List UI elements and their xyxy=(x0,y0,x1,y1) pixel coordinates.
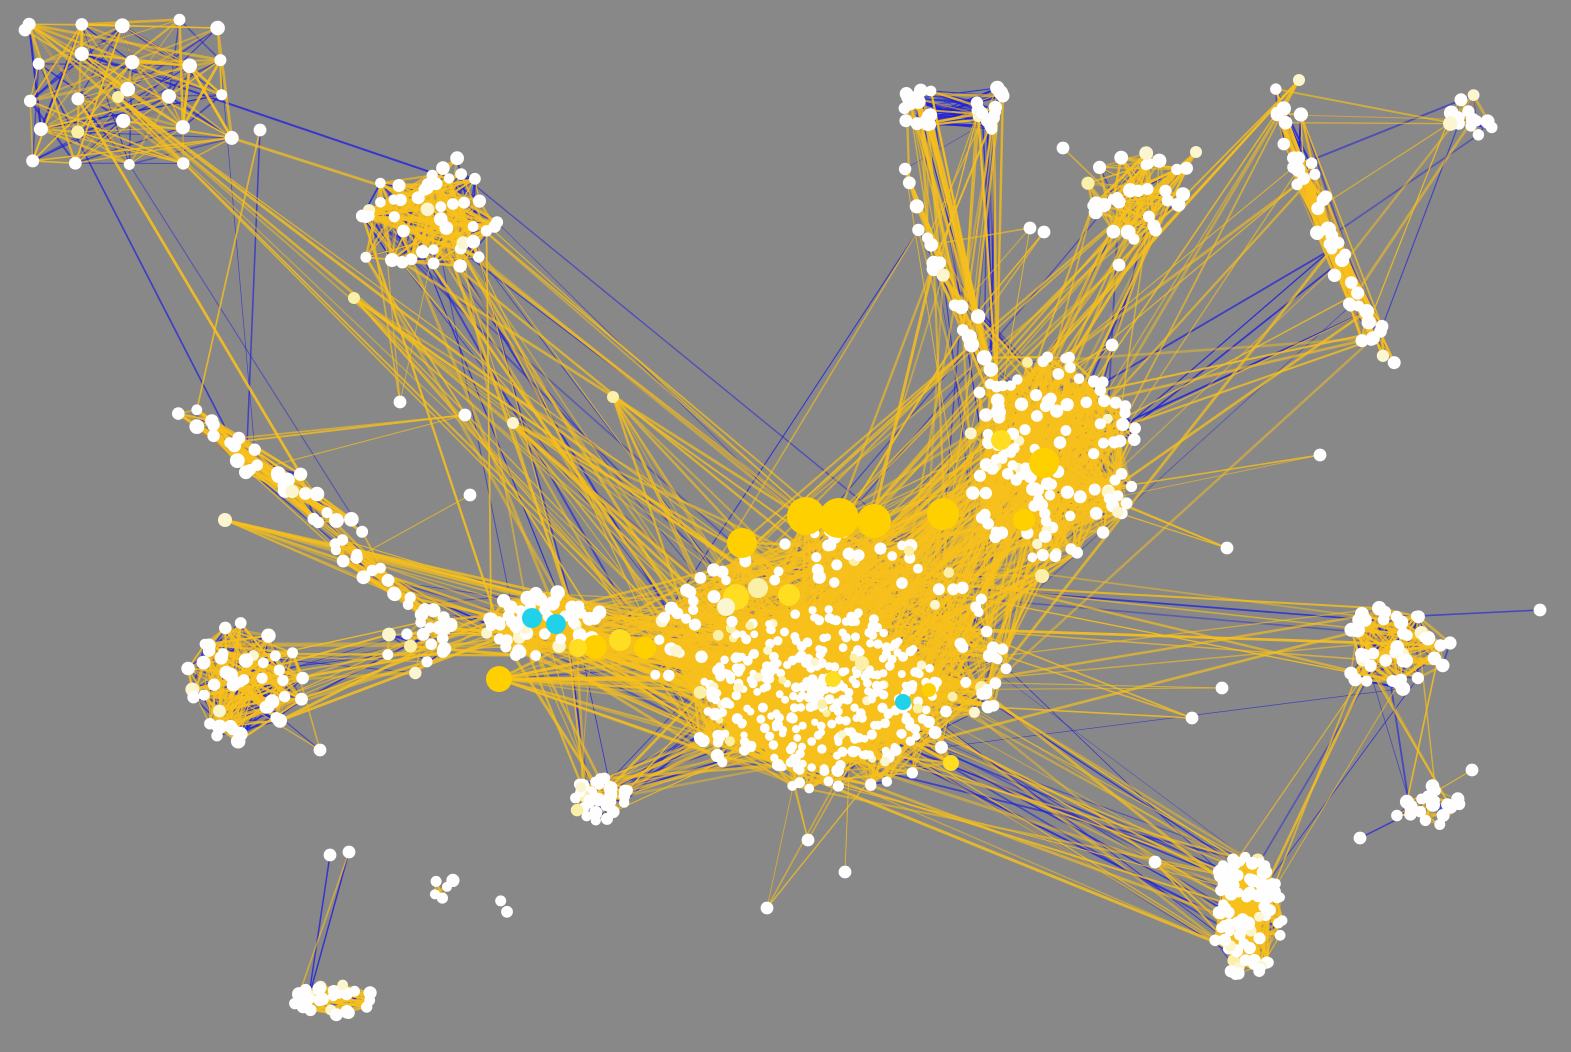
blue-edge xyxy=(74,27,219,164)
gold-edge xyxy=(224,627,286,698)
gold-edge xyxy=(28,22,221,62)
gold-edge xyxy=(28,23,184,129)
gold-edge xyxy=(379,202,394,261)
blue-edge xyxy=(31,63,40,161)
gold-edge xyxy=(29,100,34,161)
blue-edge xyxy=(81,23,133,63)
blue-edge xyxy=(1416,609,1541,617)
blue-edge xyxy=(182,94,223,128)
blue-edge xyxy=(307,851,350,999)
gold-edge xyxy=(365,182,382,258)
gold-edge xyxy=(380,174,433,185)
gold-edge xyxy=(362,215,474,228)
gold-edge xyxy=(38,62,170,98)
gold-edge xyxy=(32,137,232,162)
gold-edge xyxy=(40,95,170,130)
gold-edge xyxy=(77,61,133,133)
blue-edge xyxy=(916,87,998,99)
gold-edge xyxy=(181,65,191,128)
gold-edge xyxy=(28,23,190,67)
gold-edge xyxy=(237,698,303,743)
gold-edge xyxy=(168,59,221,97)
gold-edge xyxy=(40,128,184,164)
gold-edge xyxy=(81,18,180,26)
gold-edge xyxy=(218,679,284,712)
gold-edge xyxy=(29,27,218,102)
gold-edge xyxy=(74,120,124,164)
blue-edge xyxy=(1293,94,1474,169)
gold-edge-layer xyxy=(24,18,1493,1016)
gold-edge xyxy=(40,25,123,130)
gold-edge xyxy=(240,622,280,671)
blue-edge xyxy=(29,23,190,67)
blue-edge xyxy=(245,129,261,473)
gold-edge xyxy=(219,669,280,712)
gold-edge xyxy=(131,61,184,128)
gold-edge xyxy=(196,425,256,451)
blue-edge xyxy=(962,646,1253,864)
blue-edge xyxy=(77,119,124,133)
gold-edge xyxy=(401,225,495,264)
gold-edge xyxy=(216,27,234,139)
blue-edge xyxy=(1379,123,1460,332)
gold-edge xyxy=(181,65,191,128)
gold-edge xyxy=(218,677,304,713)
gold-edge xyxy=(122,119,185,165)
blue-edge xyxy=(28,24,42,130)
gold-edge xyxy=(75,137,232,164)
gold-edge xyxy=(224,627,293,654)
gold-edge xyxy=(229,622,243,676)
gold-edge xyxy=(38,63,79,133)
blue-edge xyxy=(365,216,776,581)
blue-edge xyxy=(839,719,1221,877)
blue-edge xyxy=(29,53,83,102)
gold-edge xyxy=(28,23,233,139)
gold-edge xyxy=(410,188,428,260)
gold-edge xyxy=(38,19,180,65)
blue-edge xyxy=(663,229,919,618)
gold-edge xyxy=(81,23,218,29)
gold-edge xyxy=(29,23,83,102)
gold-edge xyxy=(31,24,83,162)
gold-edge xyxy=(77,131,184,164)
gold-edge xyxy=(32,160,76,165)
blue-edge xyxy=(168,95,233,139)
gold-edge xyxy=(181,59,222,128)
gold-edge xyxy=(32,61,133,162)
blue-edge xyxy=(307,854,331,999)
gold-edge xyxy=(29,63,40,102)
gold-edge xyxy=(188,65,233,139)
gold-edge xyxy=(132,59,221,64)
gold-edge xyxy=(237,698,302,742)
gold-edge xyxy=(40,120,124,130)
gold-edge xyxy=(77,97,184,129)
gold-edge xyxy=(29,100,184,165)
blue-edge xyxy=(941,688,1403,748)
gold-edge xyxy=(121,25,191,67)
blue-edge xyxy=(400,199,581,650)
gold-edge xyxy=(28,23,223,96)
gold-edge xyxy=(178,19,185,128)
